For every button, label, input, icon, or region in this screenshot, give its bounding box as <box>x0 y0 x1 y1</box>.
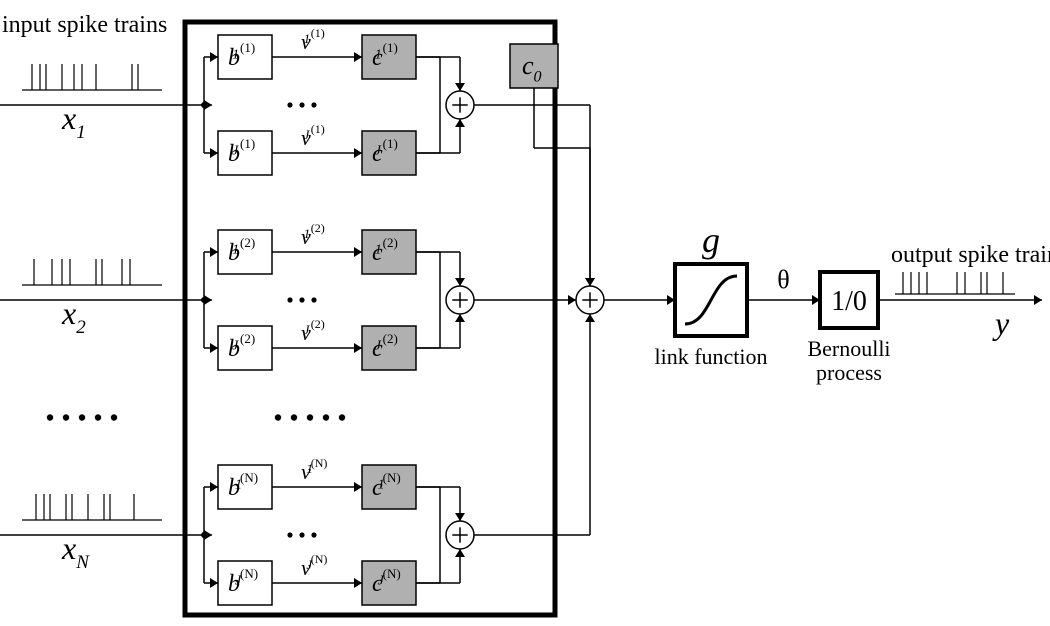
input-spike-trains-label: input spike trains <box>2 12 167 38</box>
svg-text:v(2)J: v(2)J <box>301 317 325 345</box>
input-var-N: xN <box>61 530 90 573</box>
svg-text:v(1)J: v(1)J <box>301 122 325 150</box>
link-function-label: link function <box>654 344 767 369</box>
svg-text:v(N)J: v(N)J <box>301 552 327 580</box>
theta-label: θ <box>777 265 789 294</box>
svg-text:process: process <box>816 360 882 385</box>
output-spike-train-label: output spike train <box>891 242 1050 268</box>
y-label: y <box>992 305 1010 341</box>
svg-text:Bernoulli: Bernoulli <box>807 336 890 361</box>
g-label: g <box>702 220 720 260</box>
svg-text:v(N)1: v(N)1 <box>301 456 327 484</box>
input-var-1: x1 <box>61 100 86 143</box>
svg-text:1/0: 1/0 <box>831 286 867 317</box>
svg-text:v(2)1: v(2)1 <box>301 221 325 249</box>
input-var-2: x2 <box>61 295 86 338</box>
svg-text:v(1)1: v(1)1 <box>301 26 325 54</box>
glm-cascade-diagram: c0x1b(1)1v(1)1c(1)1b(1)Jv(1)Jc(1)Jx2b(2)… <box>0 0 1050 626</box>
